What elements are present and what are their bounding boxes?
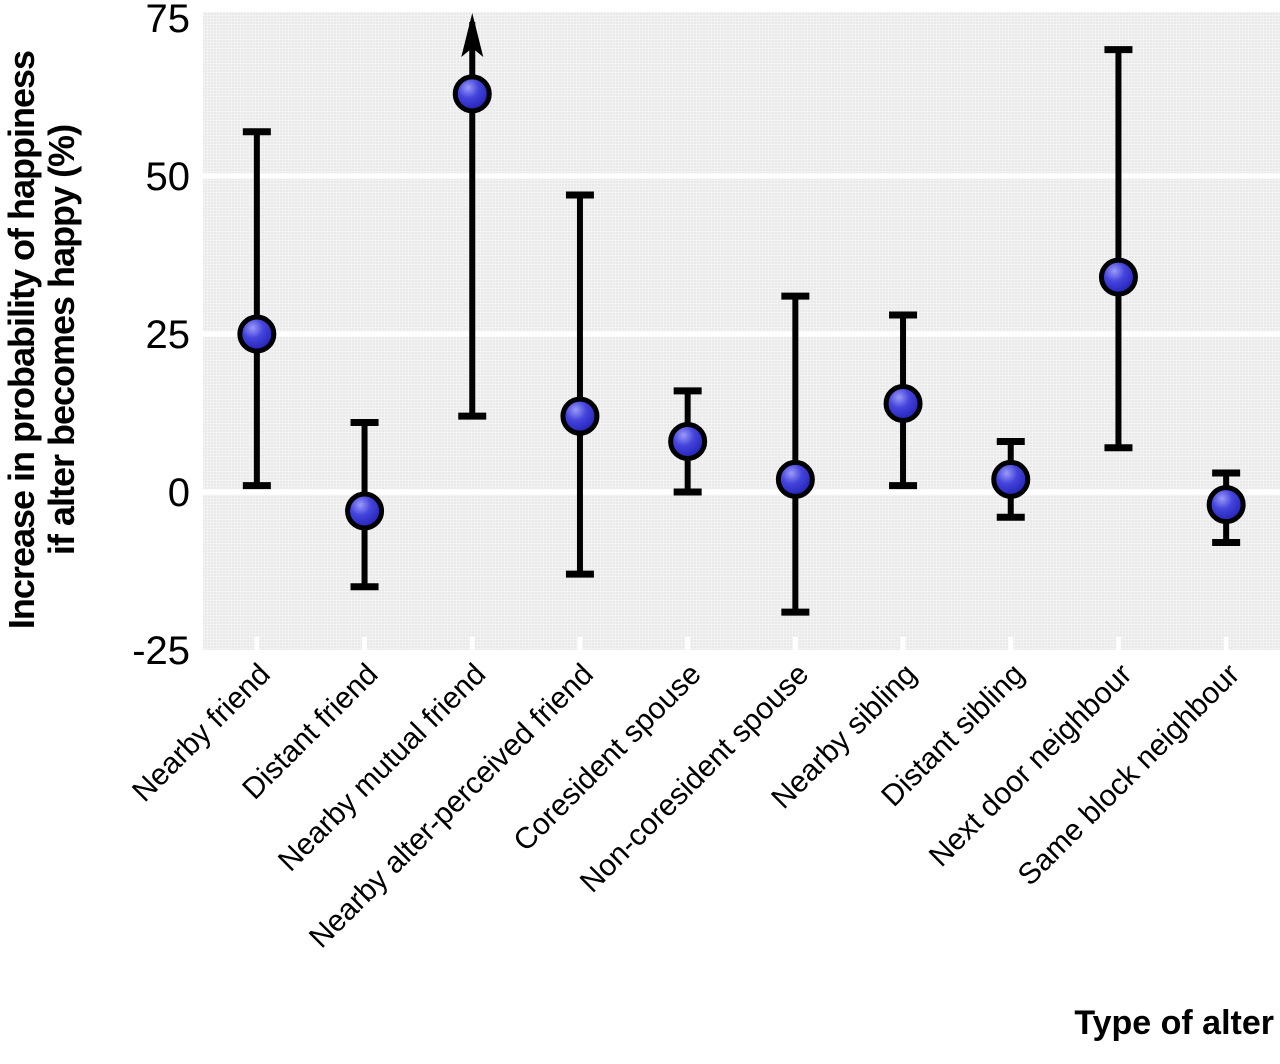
x-tick (900, 637, 906, 650)
x-tick (362, 637, 368, 650)
data-point-group (668, 387, 708, 496)
data-point-marker (991, 459, 1031, 499)
x-tick (792, 637, 798, 650)
y-tick-label: 0 (168, 471, 190, 515)
data-point-group (1206, 469, 1246, 547)
offscale-arrow-icon (461, 13, 484, 57)
x-category-label: Nearby mutual friend (272, 658, 492, 878)
data-point-group (237, 128, 277, 490)
data-point-group (345, 418, 385, 591)
x-tick (577, 637, 583, 650)
data-point-marker (560, 396, 600, 436)
data-point-marker (1098, 257, 1138, 297)
data-point-group (560, 191, 600, 578)
data-point-group (991, 437, 1031, 521)
data-point-group (452, 13, 492, 420)
data-point-marker (237, 314, 277, 354)
y-axis-tick-labels: 75 50 25 0 -25 (132, 0, 190, 673)
data-point-marker (775, 459, 815, 499)
gridlines (203, 173, 1280, 495)
x-tick (1223, 637, 1229, 650)
x-tick (1008, 637, 1014, 650)
x-category-label: Coresident spouse (507, 658, 707, 858)
data-point-marker (1206, 485, 1246, 525)
x-tick (254, 637, 260, 650)
error-bar-series (237, 13, 1246, 616)
data-point-marker (883, 384, 923, 424)
x-tick (469, 637, 475, 650)
plot-area (203, 12, 1280, 650)
x-tick (685, 637, 691, 650)
data-point-marker (452, 74, 492, 114)
y-tick-label: 75 (146, 0, 191, 41)
data-point-marker (668, 421, 708, 461)
data-point-group (775, 292, 815, 616)
x-axis-title: Type of alter (1074, 1004, 1274, 1042)
y-axis-title-line1: Increase in probability of happiness (1, 51, 42, 629)
data-point-marker (345, 491, 385, 531)
x-axis-ticks (254, 637, 1229, 650)
data-point-group (883, 311, 923, 490)
y-axis-title-line2: if alter becomes happy (%) (41, 125, 82, 555)
y-tick-label: -25 (132, 629, 190, 673)
y-tick-label: 25 (146, 313, 191, 357)
x-category-label: Same block neighbour (1012, 658, 1246, 892)
x-tick (1115, 637, 1121, 650)
x-category-label: Next door neighbour (923, 658, 1139, 874)
data-point-group (1098, 46, 1138, 452)
y-tick-label: 50 (146, 155, 191, 199)
